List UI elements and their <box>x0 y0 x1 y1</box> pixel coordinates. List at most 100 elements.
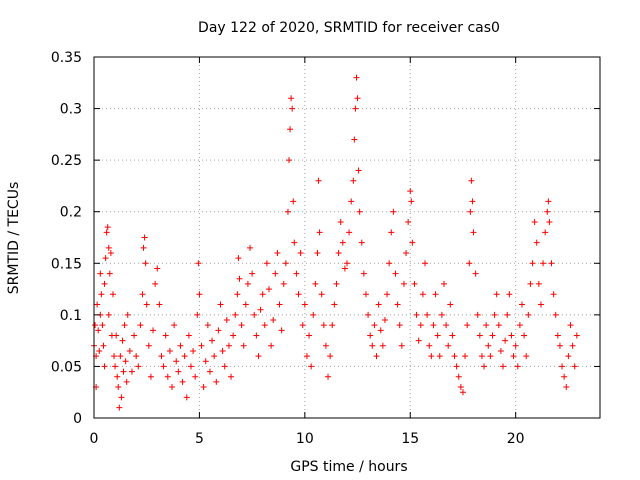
data-point <box>544 208 551 215</box>
data-point <box>438 311 445 318</box>
data-point <box>280 280 287 287</box>
data-point <box>160 363 167 370</box>
data-point <box>120 368 127 375</box>
data-point <box>194 311 201 318</box>
data-point <box>422 260 429 267</box>
data-point <box>559 363 566 370</box>
data-point <box>451 353 458 360</box>
data-point <box>123 378 130 385</box>
y-tick-labels: 0 0.05 0.1 0.15 0.2 0.25 0.3 0.35 <box>51 50 82 427</box>
data-point <box>223 317 230 324</box>
data-point <box>466 260 473 267</box>
data-point <box>485 342 492 349</box>
data-point <box>310 311 317 318</box>
data-point <box>478 353 485 360</box>
data-point <box>126 347 133 354</box>
data-point <box>365 311 372 318</box>
data-point <box>211 353 218 360</box>
data-point <box>379 342 386 349</box>
data-point <box>545 198 552 205</box>
data-point <box>405 219 412 226</box>
data-point <box>99 322 106 329</box>
plot-frame <box>93 56 601 419</box>
data-point <box>569 342 576 349</box>
data-point <box>253 332 260 339</box>
data-point <box>111 353 118 360</box>
data-point <box>100 342 107 349</box>
data-point <box>518 301 525 308</box>
data-point <box>225 342 232 349</box>
data-point <box>493 291 500 298</box>
data-point <box>360 270 367 277</box>
data-point <box>221 363 228 370</box>
data-point <box>308 363 315 370</box>
y-tick-label: 0.25 <box>51 153 82 169</box>
data-point <box>297 249 304 256</box>
data-point <box>152 280 159 287</box>
data-point <box>525 311 532 318</box>
data-point <box>396 322 403 329</box>
data-point <box>141 234 148 241</box>
data-point <box>312 280 319 287</box>
data-point <box>276 301 283 308</box>
data-point <box>181 353 188 360</box>
data-point <box>434 332 441 339</box>
data-point <box>348 198 355 205</box>
data-point <box>119 337 126 344</box>
data-point <box>274 249 281 256</box>
data-point <box>314 249 321 256</box>
data-point <box>337 219 344 226</box>
data-point <box>474 311 481 318</box>
data-point <box>322 342 329 349</box>
data-point <box>453 363 460 370</box>
data-point <box>362 291 369 298</box>
data-point <box>177 342 184 349</box>
data-point <box>162 332 169 339</box>
data-point <box>419 291 426 298</box>
data-point <box>215 327 222 334</box>
data-point <box>426 342 433 349</box>
data-point <box>143 301 150 308</box>
data-point <box>306 332 313 339</box>
data-point <box>115 384 122 391</box>
data-point <box>230 332 237 339</box>
data-point <box>299 322 306 329</box>
axis-ticks <box>93 56 600 419</box>
y-tick-label: 0.35 <box>51 50 82 66</box>
data-point <box>135 363 142 370</box>
data-point <box>472 270 479 277</box>
y-tick-label: 0.15 <box>51 256 82 272</box>
data-point <box>175 368 182 375</box>
data-point <box>154 265 161 272</box>
data-point <box>436 353 443 360</box>
data-point <box>217 301 224 308</box>
data-point <box>109 291 116 298</box>
data-point <box>200 384 207 391</box>
data-point <box>183 394 190 401</box>
data-point <box>567 322 574 329</box>
data-point <box>351 136 358 143</box>
data-point <box>469 198 476 205</box>
data-point <box>464 322 471 329</box>
data-point <box>495 322 502 329</box>
data-point <box>137 322 144 329</box>
data-point <box>293 270 300 277</box>
data-point <box>440 280 447 287</box>
data-point <box>318 291 325 298</box>
data-point <box>192 373 199 380</box>
data-point <box>476 332 483 339</box>
data-point <box>104 224 111 231</box>
data-point <box>131 332 138 339</box>
data-point <box>510 353 517 360</box>
data-point <box>251 311 258 318</box>
data-point <box>339 239 346 246</box>
data-point <box>169 384 176 391</box>
data-point <box>97 270 104 277</box>
data-point <box>457 384 464 391</box>
data-point <box>289 105 296 112</box>
data-point <box>105 244 112 251</box>
data-point <box>531 219 538 226</box>
data-point <box>236 275 243 282</box>
data-point <box>504 311 511 318</box>
